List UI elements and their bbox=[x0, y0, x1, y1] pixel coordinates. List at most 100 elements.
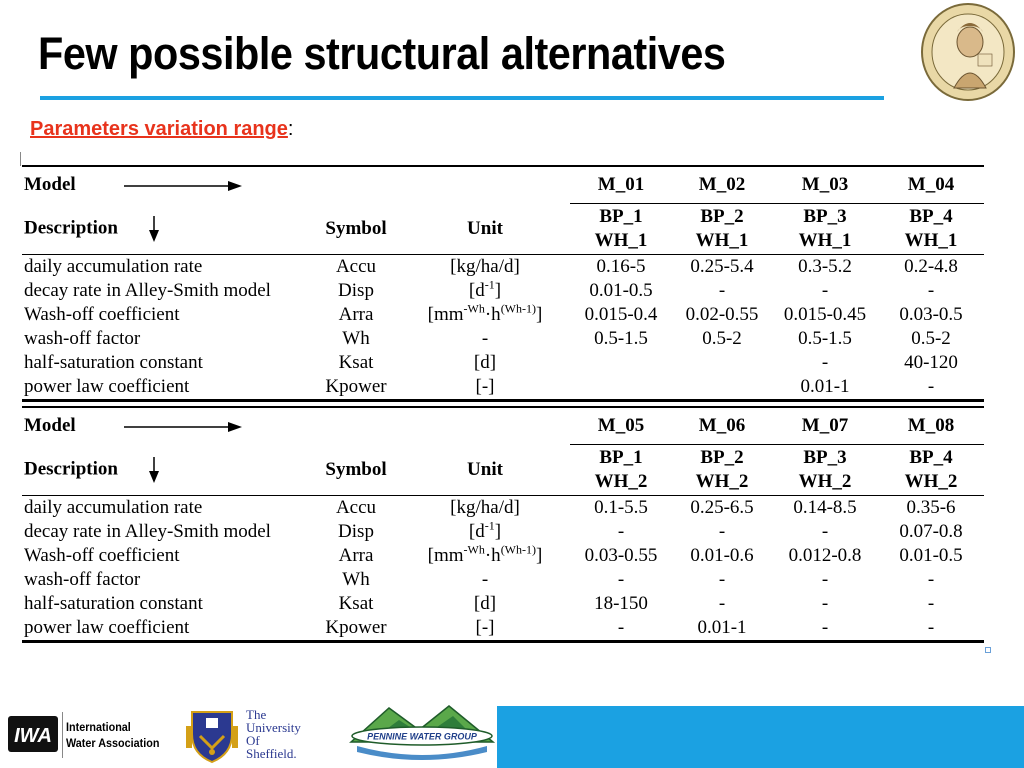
param-symbol: Accu bbox=[335, 497, 377, 518]
bp-label: BP_1 bbox=[599, 447, 643, 468]
param-unit: - bbox=[481, 569, 489, 590]
param-value: 0.16-5 bbox=[596, 256, 646, 277]
table-row: Wash-off coefficient Arra [mm-Wh·h(Wh-1)… bbox=[22, 303, 984, 327]
bp-label: BP_4 bbox=[909, 206, 953, 227]
resize-handle[interactable] bbox=[985, 647, 991, 653]
param-description: daily accumulation rate bbox=[24, 497, 203, 518]
params-table-2: Model M_05 M_06 M_07 M_08 Description Sy… bbox=[22, 406, 984, 643]
table-row: power law coefficient Kpower [-] - 0.01-… bbox=[22, 616, 984, 643]
wh-label: WH_2 bbox=[904, 471, 958, 492]
bp-wh-cell: BP_3 WH_2 bbox=[772, 444, 878, 496]
param-value: - bbox=[821, 569, 829, 590]
param-value: 0.25-5.4 bbox=[690, 256, 754, 277]
param-symbol: Disp bbox=[338, 280, 374, 301]
param-symbol: Ksat bbox=[338, 593, 374, 614]
arrow-down-icon bbox=[148, 456, 159, 483]
bp-wh-cell: BP_4 WH_2 bbox=[878, 444, 984, 496]
param-unit: [d] bbox=[473, 593, 497, 614]
param-symbol: Disp bbox=[338, 521, 374, 542]
param-description: power law coefficient bbox=[22, 375, 312, 402]
unit-header: Unit bbox=[400, 203, 570, 255]
slide-marker bbox=[20, 152, 21, 166]
bp-label: BP_4 bbox=[909, 447, 953, 468]
param-value: 0.015-0.4 bbox=[584, 304, 658, 325]
param-value: - bbox=[718, 593, 726, 614]
param-value: 0.25-6.5 bbox=[690, 497, 754, 518]
unit-header: Unit bbox=[400, 444, 570, 496]
param-description: power law coefficient bbox=[22, 616, 312, 643]
param-unit: [d-1] bbox=[468, 518, 502, 542]
iwa-line: Water Association bbox=[66, 736, 160, 750]
param-value: - bbox=[927, 280, 935, 301]
symbol-header: Symbol bbox=[312, 203, 400, 255]
param-value: 0.01-0.5 bbox=[899, 545, 963, 566]
param-value: - bbox=[878, 375, 984, 402]
param-description: half-saturation constant bbox=[24, 593, 203, 614]
param-symbol: Ksat bbox=[338, 352, 374, 373]
sheffield-line: University bbox=[246, 720, 301, 735]
param-value: 0.015-0.45 bbox=[783, 304, 867, 325]
iwa-name: International Water Association bbox=[66, 719, 159, 751]
subtitle-colon: : bbox=[287, 118, 294, 140]
page-title: Few possible structural alternatives bbox=[38, 28, 726, 79]
param-unit: [d] bbox=[473, 352, 497, 373]
param-value: - bbox=[821, 280, 829, 301]
param-description: wash-off factor bbox=[24, 569, 141, 590]
param-unit: [-] bbox=[400, 375, 570, 402]
param-unit: [kg/ha/d] bbox=[450, 256, 520, 277]
table-row: decay rate in Alley-Smith model Disp [d-… bbox=[22, 279, 984, 303]
param-unit: - bbox=[481, 328, 489, 349]
model-header-row: Model M_05 M_06 M_07 M_08 bbox=[22, 406, 984, 445]
param-symbol: Wh bbox=[342, 569, 370, 590]
param-symbol: Kpower bbox=[312, 375, 400, 402]
param-value: 0.3-5.2 bbox=[798, 256, 852, 277]
table-row: half-saturation constant Ksat [d] - 40-1… bbox=[22, 351, 984, 375]
model-name: M_08 bbox=[878, 406, 984, 445]
sheffield-line: Of bbox=[246, 733, 260, 748]
iwa-mark: IWA bbox=[14, 725, 52, 747]
param-value: - bbox=[570, 616, 672, 643]
footer-banner bbox=[497, 706, 1024, 768]
bp-label: BP_3 bbox=[803, 447, 847, 468]
bp-wh-cell: BP_1 WH_1 bbox=[570, 203, 672, 255]
param-value: 0.1-5.5 bbox=[594, 497, 648, 518]
param-value: - bbox=[927, 593, 935, 614]
param-value: 0.2-4.8 bbox=[904, 256, 958, 277]
model-label: Model bbox=[24, 174, 76, 196]
wh-label: WH_2 bbox=[798, 471, 852, 492]
table-row: daily accumulation rate Accu [kg/ha/d] 0… bbox=[22, 255, 984, 280]
param-value: 0.02-0.55 bbox=[685, 304, 759, 325]
iwa-line: International bbox=[66, 720, 131, 734]
param-value: - bbox=[772, 616, 878, 643]
model-name: M_03 bbox=[772, 165, 878, 204]
table-row: power law coefficient Kpower [-] 0.01-1 … bbox=[22, 375, 984, 402]
bp-label: BP_2 bbox=[700, 206, 744, 227]
wh-label: WH_2 bbox=[695, 471, 749, 492]
param-symbol: Arra bbox=[338, 545, 374, 566]
param-value: - bbox=[821, 593, 829, 614]
pennine-text: PENNINE WATER GROUP bbox=[367, 732, 478, 742]
param-description: decay rate in Alley-Smith model bbox=[24, 521, 271, 542]
param-value: 0.03-0.55 bbox=[584, 545, 658, 566]
wh-label: WH_1 bbox=[904, 230, 958, 251]
model-name: M_01 bbox=[570, 165, 672, 204]
param-value: 18-150 bbox=[594, 593, 648, 614]
table-row: daily accumulation rate Accu [kg/ha/d] 0… bbox=[22, 496, 984, 521]
bp-label: BP_3 bbox=[803, 206, 847, 227]
model-header-row: Model M_01 M_02 M_03 M_04 bbox=[22, 165, 984, 204]
param-description: Wash-off coefficient bbox=[24, 304, 180, 325]
table-row: half-saturation constant Ksat [d] 18-150… bbox=[22, 592, 984, 616]
sheffield-line: Sheffield. bbox=[246, 746, 297, 761]
param-value: 0.01-0.5 bbox=[589, 280, 653, 301]
param-symbol: Accu bbox=[335, 256, 377, 277]
title-underline bbox=[40, 96, 884, 100]
sheffield-crest-icon bbox=[186, 711, 238, 764]
wh-label: WH_1 bbox=[594, 230, 648, 251]
footer-divider bbox=[62, 712, 63, 758]
param-value: - bbox=[617, 569, 625, 590]
bp-label: BP_1 bbox=[599, 206, 643, 227]
subtitle: Parameters variation range: bbox=[30, 118, 293, 141]
param-value: 0.01-0.6 bbox=[690, 545, 754, 566]
wh-label: WH_2 bbox=[594, 471, 648, 492]
university-seal-icon bbox=[921, 3, 1015, 101]
